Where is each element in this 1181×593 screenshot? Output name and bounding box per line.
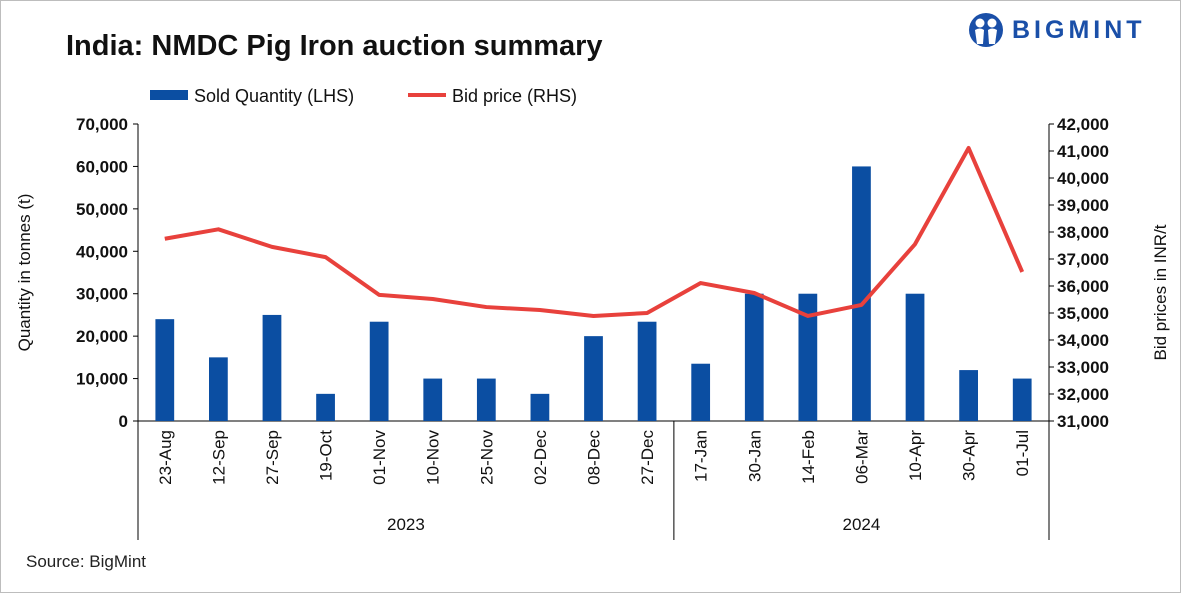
bar-27-Dec — [637, 321, 657, 421]
bar-14-Feb — [798, 293, 818, 421]
source-note: Source: BigMint — [26, 552, 146, 571]
bar-27-Sep — [262, 314, 282, 421]
x-tick-label: 08-Dec — [585, 430, 604, 485]
group-label-2024: 2024 — [843, 515, 881, 534]
bar-30-Apr — [959, 370, 978, 421]
right-tick-label: 33,000 — [1057, 358, 1109, 377]
x-tick-label: 12-Sep — [209, 430, 228, 485]
bar-10-Apr — [905, 293, 925, 421]
x-tick-label: 14-Feb — [799, 430, 818, 484]
right-tick-label: 41,000 — [1057, 142, 1109, 161]
x-tick-label: 01-Nov — [370, 430, 389, 485]
bar-06-Mar — [852, 166, 871, 421]
x-tick-label: 27-Dec — [638, 430, 657, 485]
x-tick-label: 30-Jan — [745, 430, 764, 482]
group-label-2023: 2023 — [387, 515, 425, 534]
x-tick-label: 02-Dec — [531, 430, 550, 485]
logo-text: BIGMINT — [1012, 15, 1146, 44]
bar-23-Aug — [155, 319, 175, 421]
left-tick-label: 40,000 — [76, 242, 128, 261]
right-tick-label: 34,000 — [1057, 331, 1109, 350]
bid-price-line — [164, 146, 1025, 318]
chart-title: India: NMDC Pig Iron auction summary — [66, 30, 603, 62]
x-tick-label: 19-Oct — [317, 430, 336, 481]
right-tick-label: 37,000 — [1057, 250, 1109, 269]
right-tick-label: 38,000 — [1057, 223, 1109, 242]
bar-25-Nov — [476, 378, 496, 421]
right-tick-label: 32,000 — [1057, 385, 1109, 404]
right-tick-label: 40,000 — [1057, 169, 1109, 188]
x-tick-label: 30-Apr — [960, 430, 979, 481]
bar-19-Oct — [316, 393, 335, 421]
left-tick-label: 20,000 — [76, 327, 128, 346]
legend-bar-swatch — [150, 90, 188, 100]
y-axis-title: Quantity in tonnes (t) — [15, 194, 34, 352]
right-tick-label: 36,000 — [1057, 277, 1109, 296]
left-tick-label: 70,000 — [76, 115, 128, 134]
logo-icon — [969, 13, 1003, 47]
bar-01-Nov — [369, 321, 389, 421]
x-tick-label: 23-Aug — [156, 430, 175, 485]
x-tick-label: 06-Mar — [852, 430, 871, 484]
y2-axis-title: Bid prices in INR/t — [1151, 224, 1170, 360]
left-tick-label: 30,000 — [76, 285, 128, 304]
x-tick-label: 25-Nov — [477, 430, 496, 485]
bar-01-Jul — [1012, 378, 1032, 421]
legend-bid-price: Bid price (RHS) — [452, 86, 577, 106]
right-tick-label: 39,000 — [1057, 196, 1109, 215]
bar-02-Dec — [530, 393, 550, 421]
bar-30-Jan — [744, 293, 764, 421]
bigmint-logo: BIGMINT — [968, 12, 1146, 48]
x-tick-label: 10-Apr — [906, 430, 925, 481]
left-tick-label: 10,000 — [76, 370, 128, 389]
right-tick-label: 42,000 — [1057, 115, 1109, 134]
bar-12-Sep — [209, 357, 228, 421]
left-tick-label: 50,000 — [76, 200, 128, 219]
x-tick-label: 27-Sep — [263, 430, 282, 485]
x-tick-label: 10-Nov — [424, 430, 443, 485]
left-tick-label: 60,000 — [76, 157, 128, 176]
right-tick-label: 35,000 — [1057, 304, 1109, 323]
left-tick-label: 0 — [119, 412, 128, 431]
legend-sold-quantity: Sold Quantity (LHS) — [194, 86, 354, 106]
x-tick-label: 01-Jul — [1013, 430, 1032, 476]
x-tick-label: 17-Jan — [692, 430, 711, 482]
bar-10-Nov — [423, 378, 443, 421]
bar-08-Dec — [584, 336, 603, 421]
right-tick-label: 31,000 — [1057, 412, 1109, 431]
bar-17-Jan — [691, 363, 711, 421]
